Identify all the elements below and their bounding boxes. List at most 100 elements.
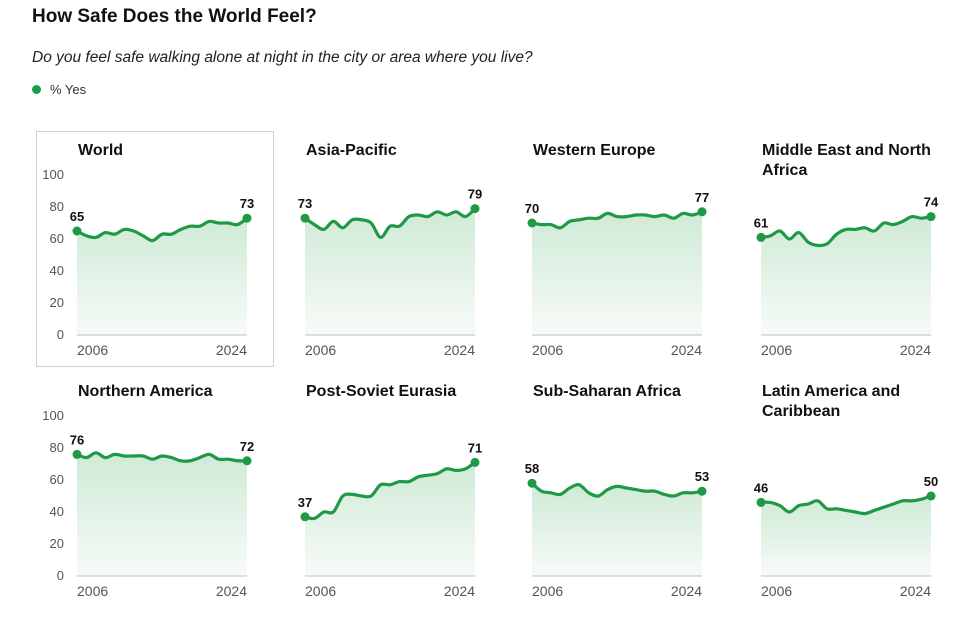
data-label-end: 72 (240, 439, 254, 454)
chart-panel: Middle East and North Africa 61 74 2006 2024 (720, 131, 952, 363)
y-tick-label: 80 (50, 199, 64, 214)
data-point-end (926, 491, 936, 501)
chart-panel: Northern America 76 72 100 80 60 40 20 0 2006 2024 (36, 372, 268, 604)
x-tick-label: 2006 (77, 342, 108, 358)
series-line (530, 481, 704, 498)
series-area (532, 211, 702, 335)
series-line (759, 214, 933, 248)
data-label-end: 50 (924, 474, 938, 489)
data-point-start (527, 478, 537, 488)
data-point-start (527, 218, 537, 228)
x-tick-label: 2024 (216, 342, 247, 358)
data-label-start: 70 (525, 201, 539, 216)
y-tick-label: 0 (57, 568, 64, 583)
legend-dot (32, 85, 41, 94)
series-area (761, 496, 931, 576)
panel-plot: 58 53 2006 2024 (525, 461, 709, 599)
x-tick-label: 2024 (444, 342, 475, 358)
data-point-end (697, 486, 707, 496)
x-tick-label: 2024 (900, 342, 931, 358)
x-tick-label: 2006 (305, 342, 336, 358)
panel-plot: 70 77 2006 2024 (525, 190, 709, 358)
x-tick-label: 2006 (305, 583, 336, 599)
chart-panel: Asia-Pacific 73 79 2006 2024 (264, 131, 496, 363)
series-line (303, 460, 477, 521)
panel-title: Post-Soviet Eurasia (306, 383, 457, 400)
x-tick-label: 2024 (900, 583, 931, 599)
x-tick-label: 2024 (671, 342, 702, 358)
x-tick-label: 2024 (216, 583, 247, 599)
x-tick-label: 2006 (532, 583, 563, 599)
chart-panel: Sub-Saharan Africa 58 53 2006 2024 (491, 372, 723, 604)
data-point-start (756, 232, 766, 242)
data-point-start (756, 497, 766, 507)
x-tick-label: 2006 (77, 583, 108, 599)
panel-plot: 37 71 2006 2024 (298, 440, 482, 599)
x-tick-label: 2024 (671, 583, 702, 599)
series-area (77, 452, 247, 576)
data-point-start (300, 213, 310, 223)
chart-title: How Safe Does the World Feel? (32, 6, 317, 27)
chart-panel: Latin America and Caribbean 46 50 2006 2024 (720, 372, 952, 604)
data-label-end: 79 (468, 187, 482, 202)
data-label-end: 71 (468, 440, 482, 455)
data-label-start: 37 (298, 495, 312, 510)
y-tick-label: 0 (57, 327, 64, 342)
x-tick-label: 2006 (532, 342, 563, 358)
panel-plot: 61 74 2006 2024 (754, 195, 939, 358)
data-point-end (470, 457, 480, 467)
panel-title: Sub-Saharan Africa (533, 383, 681, 400)
data-label-start: 73 (298, 196, 312, 211)
data-label-end: 77 (695, 190, 709, 205)
y-tick-label: 40 (50, 504, 64, 519)
legend-label: % Yes (50, 82, 87, 97)
panel-plot: 73 79 2006 2024 (298, 187, 482, 358)
data-label-start: 46 (754, 480, 768, 495)
series-line (530, 210, 704, 230)
series-area (305, 208, 475, 335)
panel-title: Asia-Pacific (306, 142, 397, 159)
chart-panel: Post-Soviet Eurasia 37 71 2006 2024 (264, 372, 496, 604)
data-label-start: 65 (70, 209, 84, 224)
series-line (759, 494, 933, 516)
data-label-start: 58 (525, 461, 539, 476)
data-point-start (72, 226, 82, 236)
series-area (305, 462, 475, 576)
panel-plot: 46 50 2006 2024 (754, 474, 938, 599)
series-line (75, 216, 249, 243)
y-tick-label: 20 (50, 295, 64, 310)
chart-subtitle: Do you feel safe walking alone at night … (32, 49, 533, 66)
data-point-end (242, 456, 252, 466)
data-point-start (300, 512, 310, 522)
y-tick-label: 40 (50, 263, 64, 278)
chart-panel: Western Europe 70 77 2006 2024 (491, 131, 723, 363)
y-tick-label: 100 (42, 167, 64, 182)
data-label-start: 76 (70, 432, 84, 447)
data-label-end: 53 (695, 469, 709, 484)
panel-title: Middle East and North Africa (762, 142, 931, 179)
y-tick-label: 20 (50, 536, 64, 551)
legend: % Yes (32, 82, 86, 97)
y-tick-label: 60 (50, 472, 64, 487)
series-line (75, 451, 249, 463)
chart-panel: World 65 73 100 80 60 40 20 0 2006 2024 (36, 131, 268, 363)
y-tick-label: 100 (42, 408, 64, 423)
highlight-frame (36, 131, 274, 367)
x-tick-label: 2006 (761, 342, 792, 358)
series-area (761, 216, 931, 335)
y-tick-label: 60 (50, 231, 64, 246)
panel-title: World (78, 142, 124, 159)
data-point-start (72, 449, 82, 459)
data-label-end: 74 (924, 195, 939, 210)
panel-title: Northern America (78, 383, 213, 400)
data-label-start: 61 (754, 215, 768, 230)
x-tick-label: 2006 (761, 583, 792, 599)
panel-title: Western Europe (533, 142, 656, 159)
panel-plot: 65 73 100 80 60 40 20 0 2006 2024 (42, 167, 254, 358)
data-point-end (926, 212, 936, 222)
y-tick-label: 80 (50, 440, 64, 455)
panel-plot: 76 72 100 80 60 40 20 0 2006 2024 (42, 408, 254, 599)
data-point-end (697, 207, 707, 217)
series-line (303, 207, 477, 239)
series-area (77, 218, 247, 335)
